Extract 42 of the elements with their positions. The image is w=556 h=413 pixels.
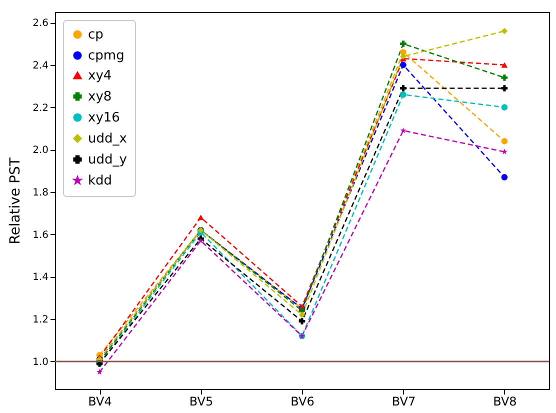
y-tick-label: 1.2 [32,314,48,326]
point [198,238,204,244]
point [501,74,508,81]
point [298,318,306,324]
x-tick-label: BV8 [493,394,517,408]
legend-label: udd_x [88,132,128,146]
x-tick-label: BV6 [290,394,314,408]
y-tick-label: 1.0 [32,356,48,368]
point [501,85,508,92]
point [400,127,406,134]
y-tick-label: 1.8 [32,188,48,199]
y-tick-label: 1.4 [32,272,48,284]
legend-label: cpmg [88,48,124,64]
y-tick-label: 2.4 [32,60,48,72]
point [298,312,306,318]
legend-label: kdd [88,174,112,188]
y-tick-label: 2.0 [32,145,48,156]
point [400,53,406,60]
point [501,28,508,34]
point [501,104,508,110]
point [198,214,204,220]
y-axis-title: Relative PST [8,157,24,244]
y-tick-label: 2.2 [32,102,48,114]
x-tick-label: BV5 [189,394,214,408]
point [501,148,508,154]
point [501,62,508,68]
point [400,85,406,92]
point [400,62,406,68]
y-tick-label: 1.6 [32,230,48,241]
point [96,368,103,375]
legend-label: xy8 [88,90,112,104]
y-tick-label: 2.6 [32,18,48,30]
point [400,91,406,98]
point [501,174,508,180]
legend-label: xy16 [88,110,120,126]
x-tick-label: BV4 [88,394,112,408]
point [501,138,508,144]
point [400,40,406,47]
legend-label: xy4 [88,68,112,84]
x-tick-label: BV7 [392,394,416,408]
legend-label: cp [88,28,104,42]
legend-label: udd_y [88,152,128,168]
